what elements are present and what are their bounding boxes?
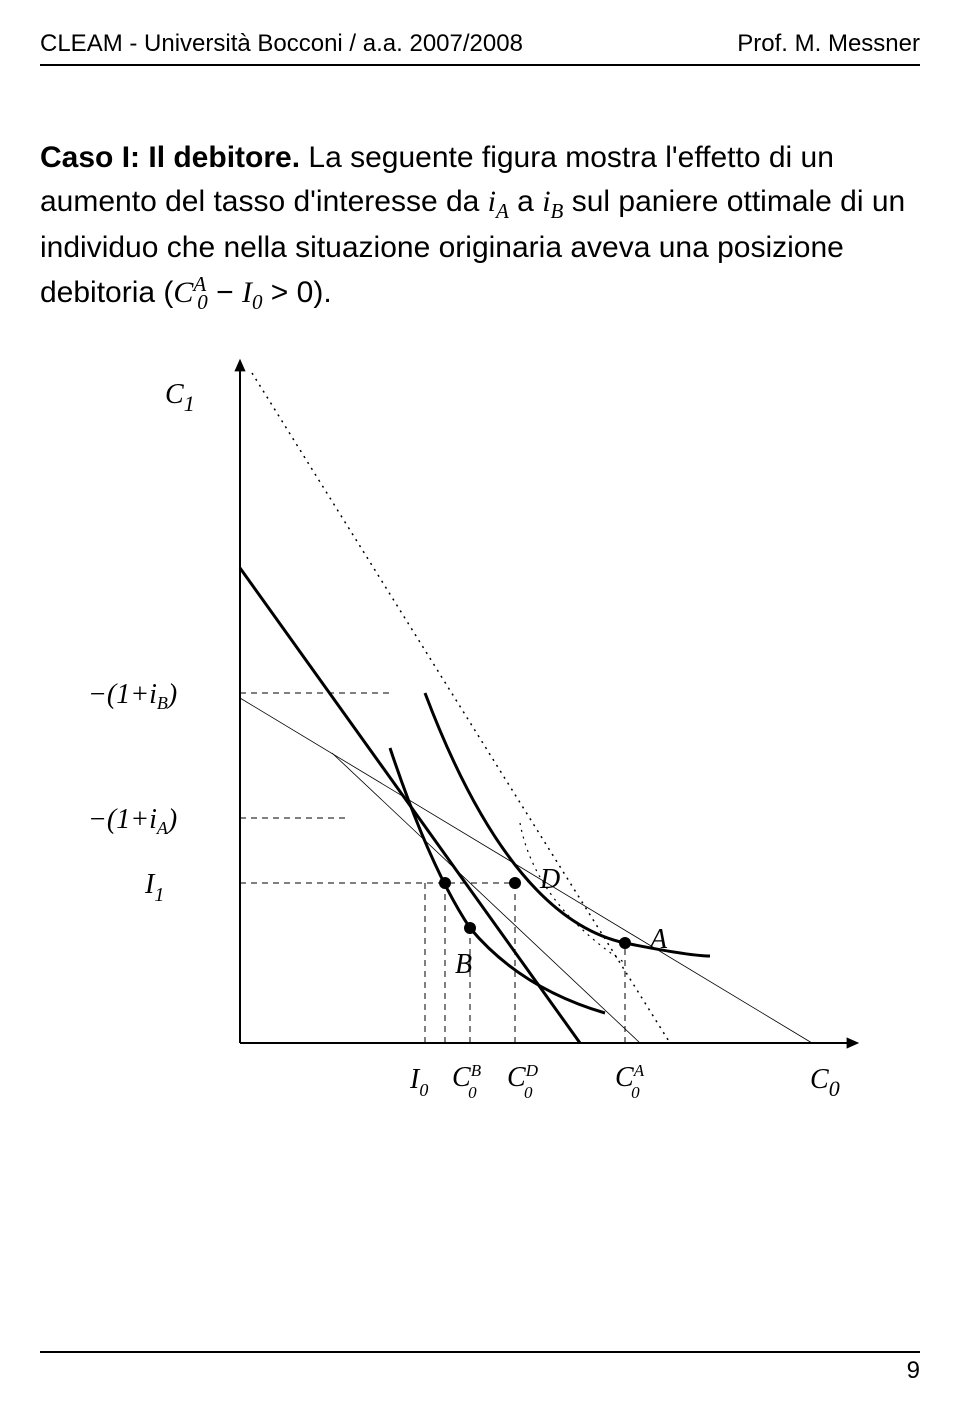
label-D: D bbox=[539, 864, 560, 895]
header-right: Prof. M. Messner bbox=[737, 30, 920, 58]
symbol-C-sub: 0 bbox=[197, 290, 208, 314]
label-C1: C1 bbox=[165, 379, 195, 416]
label-1iB: −(1+iB) bbox=[88, 679, 177, 713]
symbol-iA-sub: A bbox=[496, 199, 509, 223]
symbol-I: I bbox=[242, 276, 252, 309]
label-C0A: CA0 bbox=[615, 1061, 645, 1102]
section-title: Caso I: Il debitore. bbox=[40, 141, 300, 174]
page-number: 9 bbox=[40, 1357, 920, 1385]
symbol-iB-sub: B bbox=[551, 199, 564, 223]
intertemporal-chart: C1 −(1+iB) −(1+iA) I1 D B A I0 CB0 CD0 C… bbox=[80, 348, 880, 1138]
symbol-I-sub: 0 bbox=[252, 290, 263, 314]
label-A: A bbox=[648, 924, 668, 955]
label-1iA: −(1+iA) bbox=[88, 804, 177, 838]
label-C0B: CB0 bbox=[452, 1061, 482, 1102]
divider-top bbox=[40, 64, 920, 66]
divider-bottom bbox=[40, 1351, 920, 1353]
header-left: CLEAM - Università Bocconi / a.a. 2007/2… bbox=[40, 30, 523, 58]
label-B: B bbox=[455, 949, 472, 980]
label-I1: I1 bbox=[144, 869, 164, 906]
para-2: a bbox=[509, 185, 542, 218]
label-I0: I0 bbox=[409, 1064, 428, 1100]
symbol-iA: i bbox=[488, 185, 496, 218]
label-C0D: CD0 bbox=[507, 1061, 539, 1102]
para-minus: − bbox=[208, 276, 242, 309]
symbol-C: C bbox=[173, 276, 193, 309]
para-gt: > 0). bbox=[262, 276, 331, 309]
label-C0: C0 bbox=[810, 1064, 840, 1101]
symbol-iB: i bbox=[542, 185, 550, 218]
